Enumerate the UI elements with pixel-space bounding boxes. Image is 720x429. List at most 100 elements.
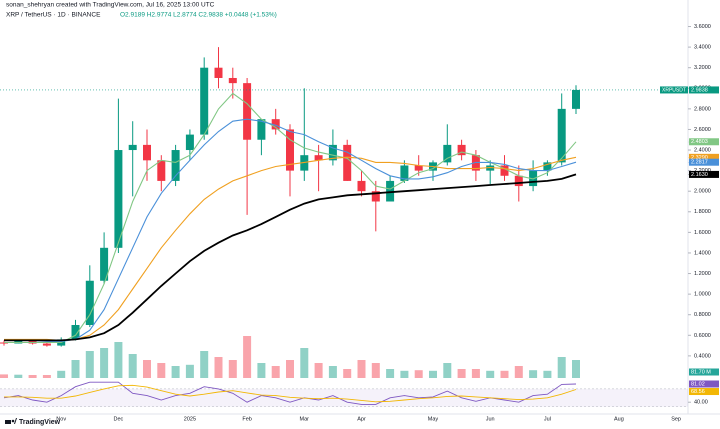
volume-bar [514, 366, 523, 378]
candle-body [328, 144, 337, 161]
price-tag [689, 170, 719, 178]
volume-bar [157, 363, 166, 378]
price-tag-label: 2.1630 [691, 172, 708, 178]
rsi-line [4, 384, 577, 403]
candle-body [257, 119, 266, 140]
price-tag [689, 368, 719, 376]
candle-body [71, 325, 80, 340]
price-tag-label: 2.3290 [691, 155, 708, 161]
volume-bar [57, 370, 66, 378]
volume-bar [414, 370, 423, 378]
candle-body [343, 144, 352, 181]
candle-body [271, 119, 280, 130]
y-tick-label: 2.8000 [694, 106, 711, 112]
tv-logo [5, 418, 17, 424]
volume-bar [243, 336, 252, 378]
volume-bar [357, 360, 366, 378]
price-tag [689, 380, 719, 388]
price-tag [689, 158, 719, 166]
volume-bar [543, 370, 552, 378]
volume-bar [14, 374, 23, 378]
x-tick-label: Nov [56, 416, 66, 422]
x-tick-label: Aug [614, 416, 624, 422]
x-tick-label: Jul [544, 416, 551, 422]
y-tick-label: 1.8000 [694, 209, 711, 215]
y-tick-label: 3.4000 [694, 45, 711, 51]
volume-bar [271, 366, 280, 378]
y-tick-label: 0.8000 [694, 312, 711, 318]
y-tick-label: 1.4000 [694, 250, 711, 256]
x-tick-label: Jun [486, 416, 495, 422]
volume-bar [314, 363, 323, 378]
candle-body [171, 150, 180, 181]
x-tick-label: Apr [357, 416, 366, 422]
candle-body [200, 67, 209, 135]
volume-bar [557, 357, 566, 378]
volume-bar [486, 370, 495, 378]
candle-body [185, 134, 194, 151]
candle-body [157, 160, 166, 181]
price-tag-label: 68.56 [691, 389, 705, 395]
ma-tag-anchor [688, 157, 689, 158]
y-tick-label: 2.4000 [694, 147, 711, 153]
y-tick-label: 1.6000 [694, 230, 711, 236]
price-tag-label: 81.70 M [691, 369, 711, 375]
volume-bar [128, 354, 137, 378]
volume-bar [457, 369, 466, 378]
ma-tag-anchor [688, 162, 689, 163]
candle-body [114, 150, 123, 248]
volume-bar [171, 366, 180, 378]
ma-tag-anchor [688, 141, 689, 143]
moving-average [4, 92, 577, 344]
price-tag-label: 81.02 [691, 381, 705, 387]
volume-bar [85, 351, 94, 378]
volume-bar [471, 369, 480, 378]
moving-average [4, 118, 577, 343]
candle-body [286, 129, 294, 171]
candle-body [500, 165, 509, 176]
candle-body [572, 89, 580, 109]
volume-bar [300, 348, 309, 378]
volume-bar [200, 351, 209, 378]
symbol-tag-label: XRPUSDT [662, 87, 686, 93]
price-tag-label: 2.4803 [691, 139, 708, 145]
x-tick-label: Sep [671, 416, 681, 422]
price-tag [689, 86, 719, 94]
y-tick-label: 2.6000 [694, 127, 711, 133]
ma-tag-anchor [688, 174, 689, 175]
volume-bar [443, 363, 452, 378]
volume-bar [42, 375, 51, 378]
candle-body [243, 83, 252, 140]
y-tick-label: 3.2000 [694, 65, 711, 71]
rsi-band [0, 388, 688, 407]
candle-body [228, 77, 237, 84]
candle-body [357, 180, 366, 192]
candle-body [443, 144, 452, 163]
volume-bar [71, 360, 80, 378]
candle-body [314, 155, 323, 161]
candle-body [514, 175, 523, 187]
symbol-tag [660, 86, 688, 94]
candle-body [371, 191, 380, 202]
brand: TradingView [19, 419, 61, 426]
moving-average [4, 173, 577, 342]
volume-bar [100, 348, 109, 378]
candle-body [543, 162, 552, 171]
candle-body [557, 108, 566, 163]
volume-bar [28, 375, 37, 378]
volume-bar [143, 360, 151, 378]
candle-body [100, 247, 109, 281]
price-tag-label: 2.2817 [691, 160, 708, 166]
x-tick-label: Feb [242, 416, 251, 422]
candle-body [386, 180, 395, 202]
y-tick-label: 40.00 [694, 400, 708, 406]
candle-body [457, 144, 466, 156]
y-tick-label: 0.4000 [694, 353, 711, 359]
volume-bar [371, 363, 380, 378]
volume-bar [114, 342, 123, 378]
volume-bar [214, 357, 223, 378]
candle-body [143, 144, 151, 161]
volume-bar [400, 370, 409, 378]
volume-bar [0, 374, 8, 378]
